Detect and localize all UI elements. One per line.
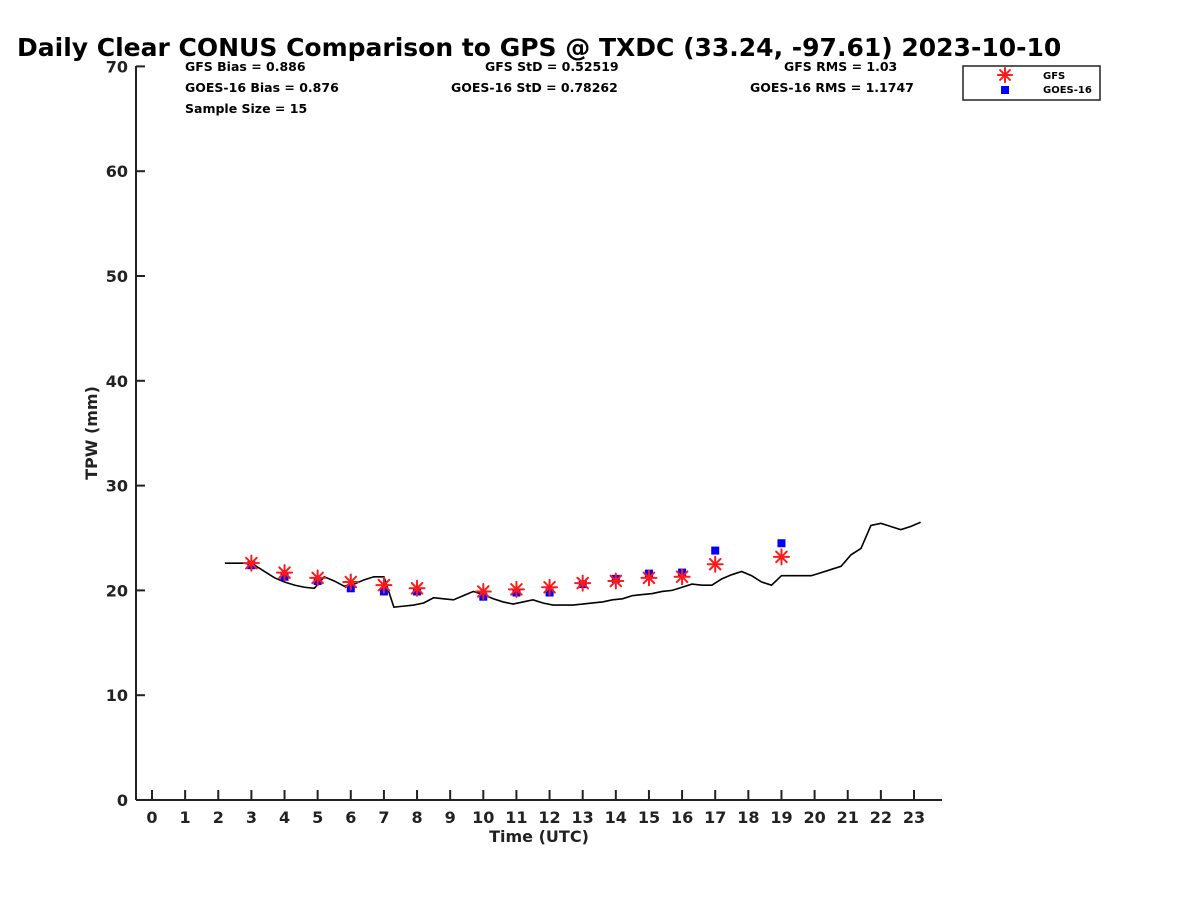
x-tick-label: 21 — [837, 808, 859, 827]
x-tick-label: 18 — [737, 808, 759, 827]
gfs-series — [242, 548, 790, 600]
gfs-point — [242, 554, 260, 572]
x-tick-label: 5 — [312, 808, 323, 827]
gfs-point — [574, 574, 592, 592]
gfs-point — [375, 576, 393, 594]
legend-gfs-asterisk-icon — [997, 67, 1013, 83]
x-tick-label: 22 — [870, 808, 892, 827]
goes-16-point — [777, 539, 786, 548]
x-tick-label: 1 — [180, 808, 191, 827]
x-axis-ticks: 0 1 2 3 4 5 6 7 8 9 10 11 12 13 14 15 16 17 18 19 20 21 22 23 — [146, 790, 925, 827]
x-tick-label: 16 — [671, 808, 693, 827]
x-tick-label: 15 — [638, 808, 660, 827]
y-tick-label: 20 — [106, 581, 128, 600]
y-axis-ticks: 0 10 20 30 40 50 60 70 — [106, 57, 145, 810]
x-axis-label: Time (UTC) — [489, 827, 589, 846]
x-tick-label: 23 — [903, 808, 925, 827]
x-tick-label: 11 — [505, 808, 527, 827]
y-tick-label: 70 — [106, 57, 128, 76]
legend: GFS GOES-16 — [962, 65, 1101, 101]
x-tick-label: 9 — [445, 808, 456, 827]
gfs-point — [507, 580, 525, 598]
x-tick-label: 19 — [770, 808, 792, 827]
y-tick-label: 30 — [106, 477, 128, 496]
gfs-point — [607, 572, 625, 590]
y-tick-label: 10 — [106, 686, 128, 705]
goes-std-stat: GOES-16 StD = 0.78262 — [451, 80, 618, 95]
gfs-bias-stat: GFS Bias = 0.886 — [185, 59, 306, 74]
y-tick-label: 60 — [106, 162, 128, 181]
gfs-point — [309, 569, 327, 587]
x-tick-label: 20 — [803, 808, 825, 827]
x-tick-label: 17 — [704, 808, 726, 827]
gfs-point — [408, 579, 426, 597]
legend-gfs-asterisk — [997, 67, 1013, 83]
gfs-point — [673, 568, 691, 586]
gfs-point — [276, 564, 294, 582]
y-tick-label: 40 — [106, 372, 128, 391]
x-tick-label: 10 — [472, 808, 494, 827]
y-axis-label: TPW (mm) — [82, 386, 101, 480]
legend-goes-square-icon — [1001, 86, 1009, 94]
x-tick-label: 0 — [146, 808, 157, 827]
x-tick-label: 4 — [279, 808, 290, 827]
gfs-point — [640, 569, 658, 587]
gfs-point — [474, 582, 492, 600]
goes-16-point — [711, 546, 720, 555]
x-tick-label: 7 — [378, 808, 389, 827]
goes-bias-stat: GOES-16 Bias = 0.876 — [185, 80, 339, 95]
x-tick-label: 12 — [538, 808, 560, 827]
legend-gfs-label: GFS — [1043, 71, 1065, 82]
y-tick-label: 0 — [117, 791, 128, 810]
goes-rms-stat: GOES-16 RMS = 1.1747 — [750, 80, 914, 95]
chart-title: Daily Clear CONUS Comparison to GPS @ TX… — [17, 33, 1061, 62]
gfs-point — [706, 555, 724, 573]
gfs-point — [342, 573, 360, 591]
x-tick-label: 2 — [213, 808, 224, 827]
sample-size-stat: Sample Size = 15 — [185, 101, 307, 116]
gfs-std-stat: GFS StD = 0.52519 — [485, 59, 619, 74]
gfs-rms-stat: GFS RMS = 1.03 — [784, 59, 897, 74]
x-tick-label: 3 — [246, 808, 257, 827]
x-tick-label: 14 — [605, 808, 627, 827]
gps-series-line — [224, 521, 921, 609]
gfs-point — [541, 578, 559, 596]
gfs-point — [772, 548, 790, 566]
x-tick-label: 8 — [411, 808, 422, 827]
x-tick-label: 6 — [345, 808, 356, 827]
legend-goes-label: GOES-16 — [1043, 85, 1092, 96]
x-tick-label: 13 — [572, 808, 594, 827]
legend-box — [962, 65, 1101, 101]
y-tick-label: 50 — [106, 267, 128, 286]
